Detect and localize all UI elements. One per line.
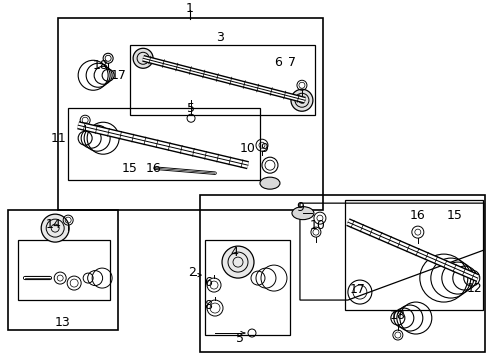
Text: 7: 7 xyxy=(287,56,295,69)
Text: 17: 17 xyxy=(110,69,126,82)
Circle shape xyxy=(41,214,69,242)
Text: 16: 16 xyxy=(145,162,161,175)
Text: 6: 6 xyxy=(203,275,211,289)
Text: 9: 9 xyxy=(295,201,303,213)
Text: 10: 10 xyxy=(309,219,325,231)
Text: 15: 15 xyxy=(122,162,138,175)
Text: 17: 17 xyxy=(349,283,365,296)
Bar xyxy=(18,240,110,300)
Ellipse shape xyxy=(291,207,313,220)
Text: 15: 15 xyxy=(446,209,462,222)
Text: 4: 4 xyxy=(229,246,238,258)
Text: 5: 5 xyxy=(187,102,195,115)
Text: 18: 18 xyxy=(389,309,405,321)
Text: 10: 10 xyxy=(240,142,255,155)
Bar xyxy=(8,210,118,330)
Text: 16: 16 xyxy=(409,209,425,222)
Text: 13: 13 xyxy=(54,315,70,329)
Text: 12: 12 xyxy=(466,282,482,294)
Text: 1: 1 xyxy=(186,2,194,15)
Text: 3: 3 xyxy=(216,31,224,44)
Bar xyxy=(58,18,322,210)
Text: 8: 8 xyxy=(203,298,212,311)
Bar xyxy=(130,45,314,115)
Circle shape xyxy=(290,89,312,111)
Bar xyxy=(344,200,482,310)
Text: 14: 14 xyxy=(45,218,61,231)
Text: 2: 2 xyxy=(188,266,196,279)
Circle shape xyxy=(133,48,153,68)
Text: 9: 9 xyxy=(260,142,267,155)
Text: 11: 11 xyxy=(50,132,66,145)
Bar xyxy=(68,108,260,180)
Bar xyxy=(200,195,484,352)
Circle shape xyxy=(222,246,253,278)
Text: 6: 6 xyxy=(273,56,281,69)
Bar xyxy=(204,240,289,335)
Text: 5: 5 xyxy=(236,332,244,345)
Text: 18: 18 xyxy=(92,59,108,72)
Ellipse shape xyxy=(260,177,280,189)
